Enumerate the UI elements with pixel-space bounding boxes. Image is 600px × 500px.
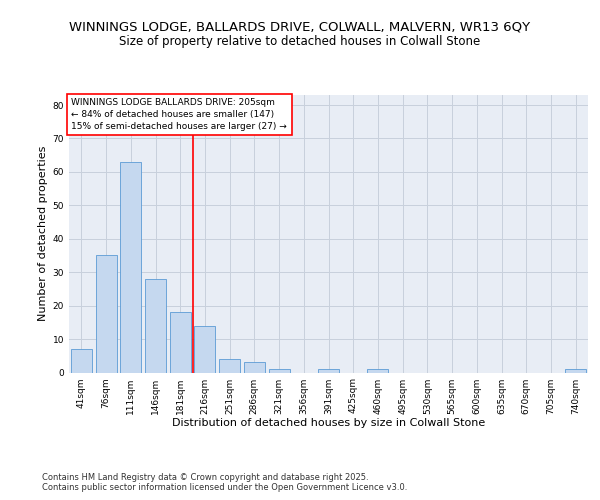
Bar (194, 326, 215, 372)
Bar (170, 312, 191, 372)
Bar (318, 369, 339, 372)
Text: Size of property relative to detached houses in Colwall Stone: Size of property relative to detached ho… (119, 34, 481, 48)
Bar (565, 369, 586, 372)
Bar (269, 369, 290, 372)
Text: WINNINGS LODGE BALLARDS DRIVE: 205sqm
← 84% of detached houses are smaller (147): WINNINGS LODGE BALLARDS DRIVE: 205sqm ← … (71, 98, 287, 131)
Bar (244, 362, 265, 372)
Text: Contains HM Land Registry data © Crown copyright and database right 2025.
Contai: Contains HM Land Registry data © Crown c… (42, 472, 407, 492)
Bar (145, 279, 166, 372)
Bar (120, 162, 141, 372)
Bar (71, 349, 92, 372)
Bar (219, 359, 240, 372)
Text: WINNINGS LODGE, BALLARDS DRIVE, COLWALL, MALVERN, WR13 6QY: WINNINGS LODGE, BALLARDS DRIVE, COLWALL,… (70, 21, 530, 34)
Bar (367, 369, 388, 372)
Bar (95, 256, 116, 372)
Y-axis label: Number of detached properties: Number of detached properties (38, 146, 49, 322)
X-axis label: Distribution of detached houses by size in Colwall Stone: Distribution of detached houses by size … (172, 418, 485, 428)
